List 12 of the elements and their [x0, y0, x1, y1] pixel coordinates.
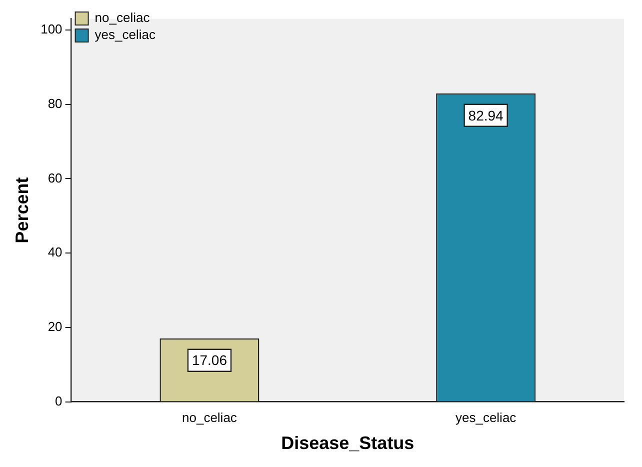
y-tick-label: 20: [48, 319, 62, 334]
y-tick-label: 100: [40, 22, 62, 37]
y-tick-label: 0: [55, 393, 62, 408]
x-axis-title: Disease_Status: [281, 433, 414, 454]
y-axis-title: Percent: [12, 177, 32, 244]
data-label: 82.94: [468, 107, 504, 124]
y-tick-label: 60: [48, 170, 62, 186]
data-label: 17.06: [192, 352, 228, 368]
legend-label: no_celiac: [94, 10, 150, 26]
y-tick-label: 80: [48, 96, 62, 111]
y-tick-label: 40: [48, 244, 62, 260]
legend-label: yes_celiac: [94, 27, 156, 42]
